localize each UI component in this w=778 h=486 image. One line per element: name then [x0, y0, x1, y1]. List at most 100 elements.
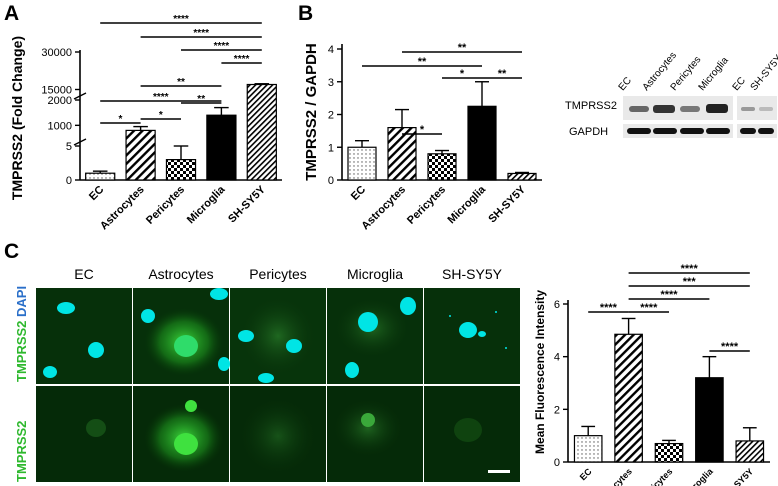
x-tick-label: Microglia	[185, 183, 228, 226]
x-tick-label: Microglia	[680, 466, 716, 486]
significance-label: *	[118, 114, 122, 125]
y-tick-label: 0	[328, 175, 334, 187]
y-tick-label: 2	[554, 404, 560, 416]
blot-membrane-tmprss2	[623, 96, 733, 120]
y-tick-label: 0	[554, 457, 560, 469]
micro-col-pericytes: Pericytes	[249, 266, 307, 282]
y-tick-label: 2	[328, 110, 334, 122]
bar-sh-sy5y	[507, 172, 537, 181]
significance-label: ****	[640, 302, 658, 314]
y-tick-label: 0	[66, 175, 72, 187]
micro-tile-ec-merge	[36, 288, 132, 384]
significance-label: **	[498, 68, 507, 80]
x-tick-label: Astrocytes	[594, 466, 634, 486]
x-tick-label: SH-SY5Y	[226, 183, 268, 225]
axis-break	[73, 138, 87, 146]
bar-microglia	[467, 105, 497, 181]
micro-tile-ec-tmprss2	[36, 386, 132, 482]
x-tick-label: EC	[578, 466, 594, 482]
micro-row1-label-tmprss2: TMPRSS2	[14, 320, 29, 382]
bar-pericytes	[427, 153, 457, 181]
microscopy-grid	[36, 288, 520, 482]
panel-letter-b: B	[298, 2, 314, 25]
micro-tile-pericytes-tmprss2	[230, 386, 326, 482]
y-tick-label: 15000	[41, 85, 72, 97]
blot-lane-shsy5y: SH-SY5Y	[748, 53, 778, 93]
chart-b: TMPRSS2 / GAPDH 01234ECAstrocytesPericyt…	[303, 42, 542, 232]
y-tick-label: 6	[554, 299, 560, 311]
significance-label: *	[460, 68, 465, 80]
western-blot: TMPRSS2 GAPDH EC Astrocytes Pericytes Mi…	[565, 50, 778, 150]
significance-label: *	[159, 110, 163, 121]
bar-ec	[85, 172, 116, 181]
bar-astrocytes	[614, 333, 643, 463]
significance-label: *	[420, 124, 425, 136]
y-tick-label: 5	[66, 141, 72, 153]
blot-row-tmprss2: TMPRSS2	[565, 100, 617, 112]
bar-sh-sy5y	[246, 83, 277, 181]
y-tick-label: 1000	[48, 120, 72, 132]
y-tick-label: 3	[328, 77, 334, 89]
y-tick-label: 1	[328, 142, 334, 154]
significance-label: ****	[193, 28, 209, 39]
bar-ec	[573, 435, 603, 463]
micro-tile-microglia-merge	[327, 288, 423, 384]
x-tick-label: EC	[87, 184, 106, 203]
axis-break	[73, 92, 87, 100]
significance-label: **	[177, 77, 185, 88]
significance-label: ****	[173, 14, 189, 25]
bar-microglia	[206, 114, 237, 181]
scale-bar	[488, 470, 510, 473]
blot-lane-ec-2: EC	[730, 75, 748, 93]
micro-tile-astrocytes-tmprss2	[133, 386, 229, 482]
bar-astrocytes	[125, 129, 156, 181]
x-tick-label: Astrocytes	[98, 184, 147, 233]
micro-col-shsy5y: SH-SY5Y	[442, 266, 502, 282]
significance-label: ****	[214, 41, 230, 52]
blot-membrane-gapdh-2	[737, 124, 777, 138]
significance-label: ****	[660, 289, 678, 301]
micro-col-microglia: Microglia	[346, 266, 403, 282]
y-tick-label: 30000	[41, 47, 72, 59]
blot-lane-ec: EC	[616, 75, 634, 93]
micro-tile-microglia-tmprss2	[327, 386, 423, 482]
blot-row-gapdh: GAPDH	[569, 126, 609, 138]
micro-col-astrocytes: Astrocytes	[148, 266, 214, 282]
significance-label: **	[458, 42, 467, 54]
significance-label: ****	[234, 54, 250, 65]
x-tick-label: EC	[349, 184, 368, 203]
bar-astrocytes	[387, 126, 417, 181]
significance-label: ****	[600, 302, 618, 314]
x-tick-label: Pericytes	[405, 184, 448, 227]
micro-row1-label-dapi: DAPI	[14, 285, 29, 317]
y-tick-label: 2000	[48, 95, 72, 107]
x-tick-label: SH-SY5Y	[721, 466, 755, 486]
chart-a-ylabel: TMPRSS2 (Fold Change)	[9, 36, 25, 200]
bar-sh-sy5y	[735, 440, 765, 463]
micro-column-headers: EC Astrocytes Pericytes Microglia SH-SY5…	[36, 266, 520, 282]
significance-label: ****	[721, 341, 739, 353]
bar-pericytes	[654, 442, 684, 463]
chart-c-ylabel: Mean Fluorescence Intensity	[533, 290, 547, 454]
blot-membrane-tmprss2-2	[737, 96, 777, 120]
bar-pericytes	[165, 159, 197, 181]
significance-label: ***	[683, 276, 697, 288]
panel-letter-c: C	[4, 240, 20, 263]
micro-tile-astrocytes-merge	[133, 288, 230, 384]
micro-row1-label: TMPRSS2 DAPI	[14, 286, 29, 382]
micro-row2-label: TMPRSS2	[14, 420, 29, 482]
micro-tile-shsy5y-tmprss2	[424, 386, 520, 482]
significance-label: **	[197, 94, 205, 105]
blot-membrane-gapdh	[623, 124, 733, 138]
micro-tile-shsy5y-merge	[424, 288, 520, 384]
bar-microglia	[695, 377, 724, 463]
x-tick-label: SH-SY5Y	[486, 183, 528, 225]
significance-label: ****	[153, 92, 169, 103]
chart-b-ylabel: TMPRSS2 / GAPDH	[303, 43, 320, 181]
micro-tile-pericytes-merge	[230, 288, 326, 384]
y-tick-label: 4	[554, 352, 560, 364]
chart-c: Mean Fluorescence Intensity 0 2 4 6 ECAstroc…	[533, 263, 770, 486]
y-tick-label: 4	[328, 44, 334, 56]
bar-ec	[347, 146, 377, 181]
